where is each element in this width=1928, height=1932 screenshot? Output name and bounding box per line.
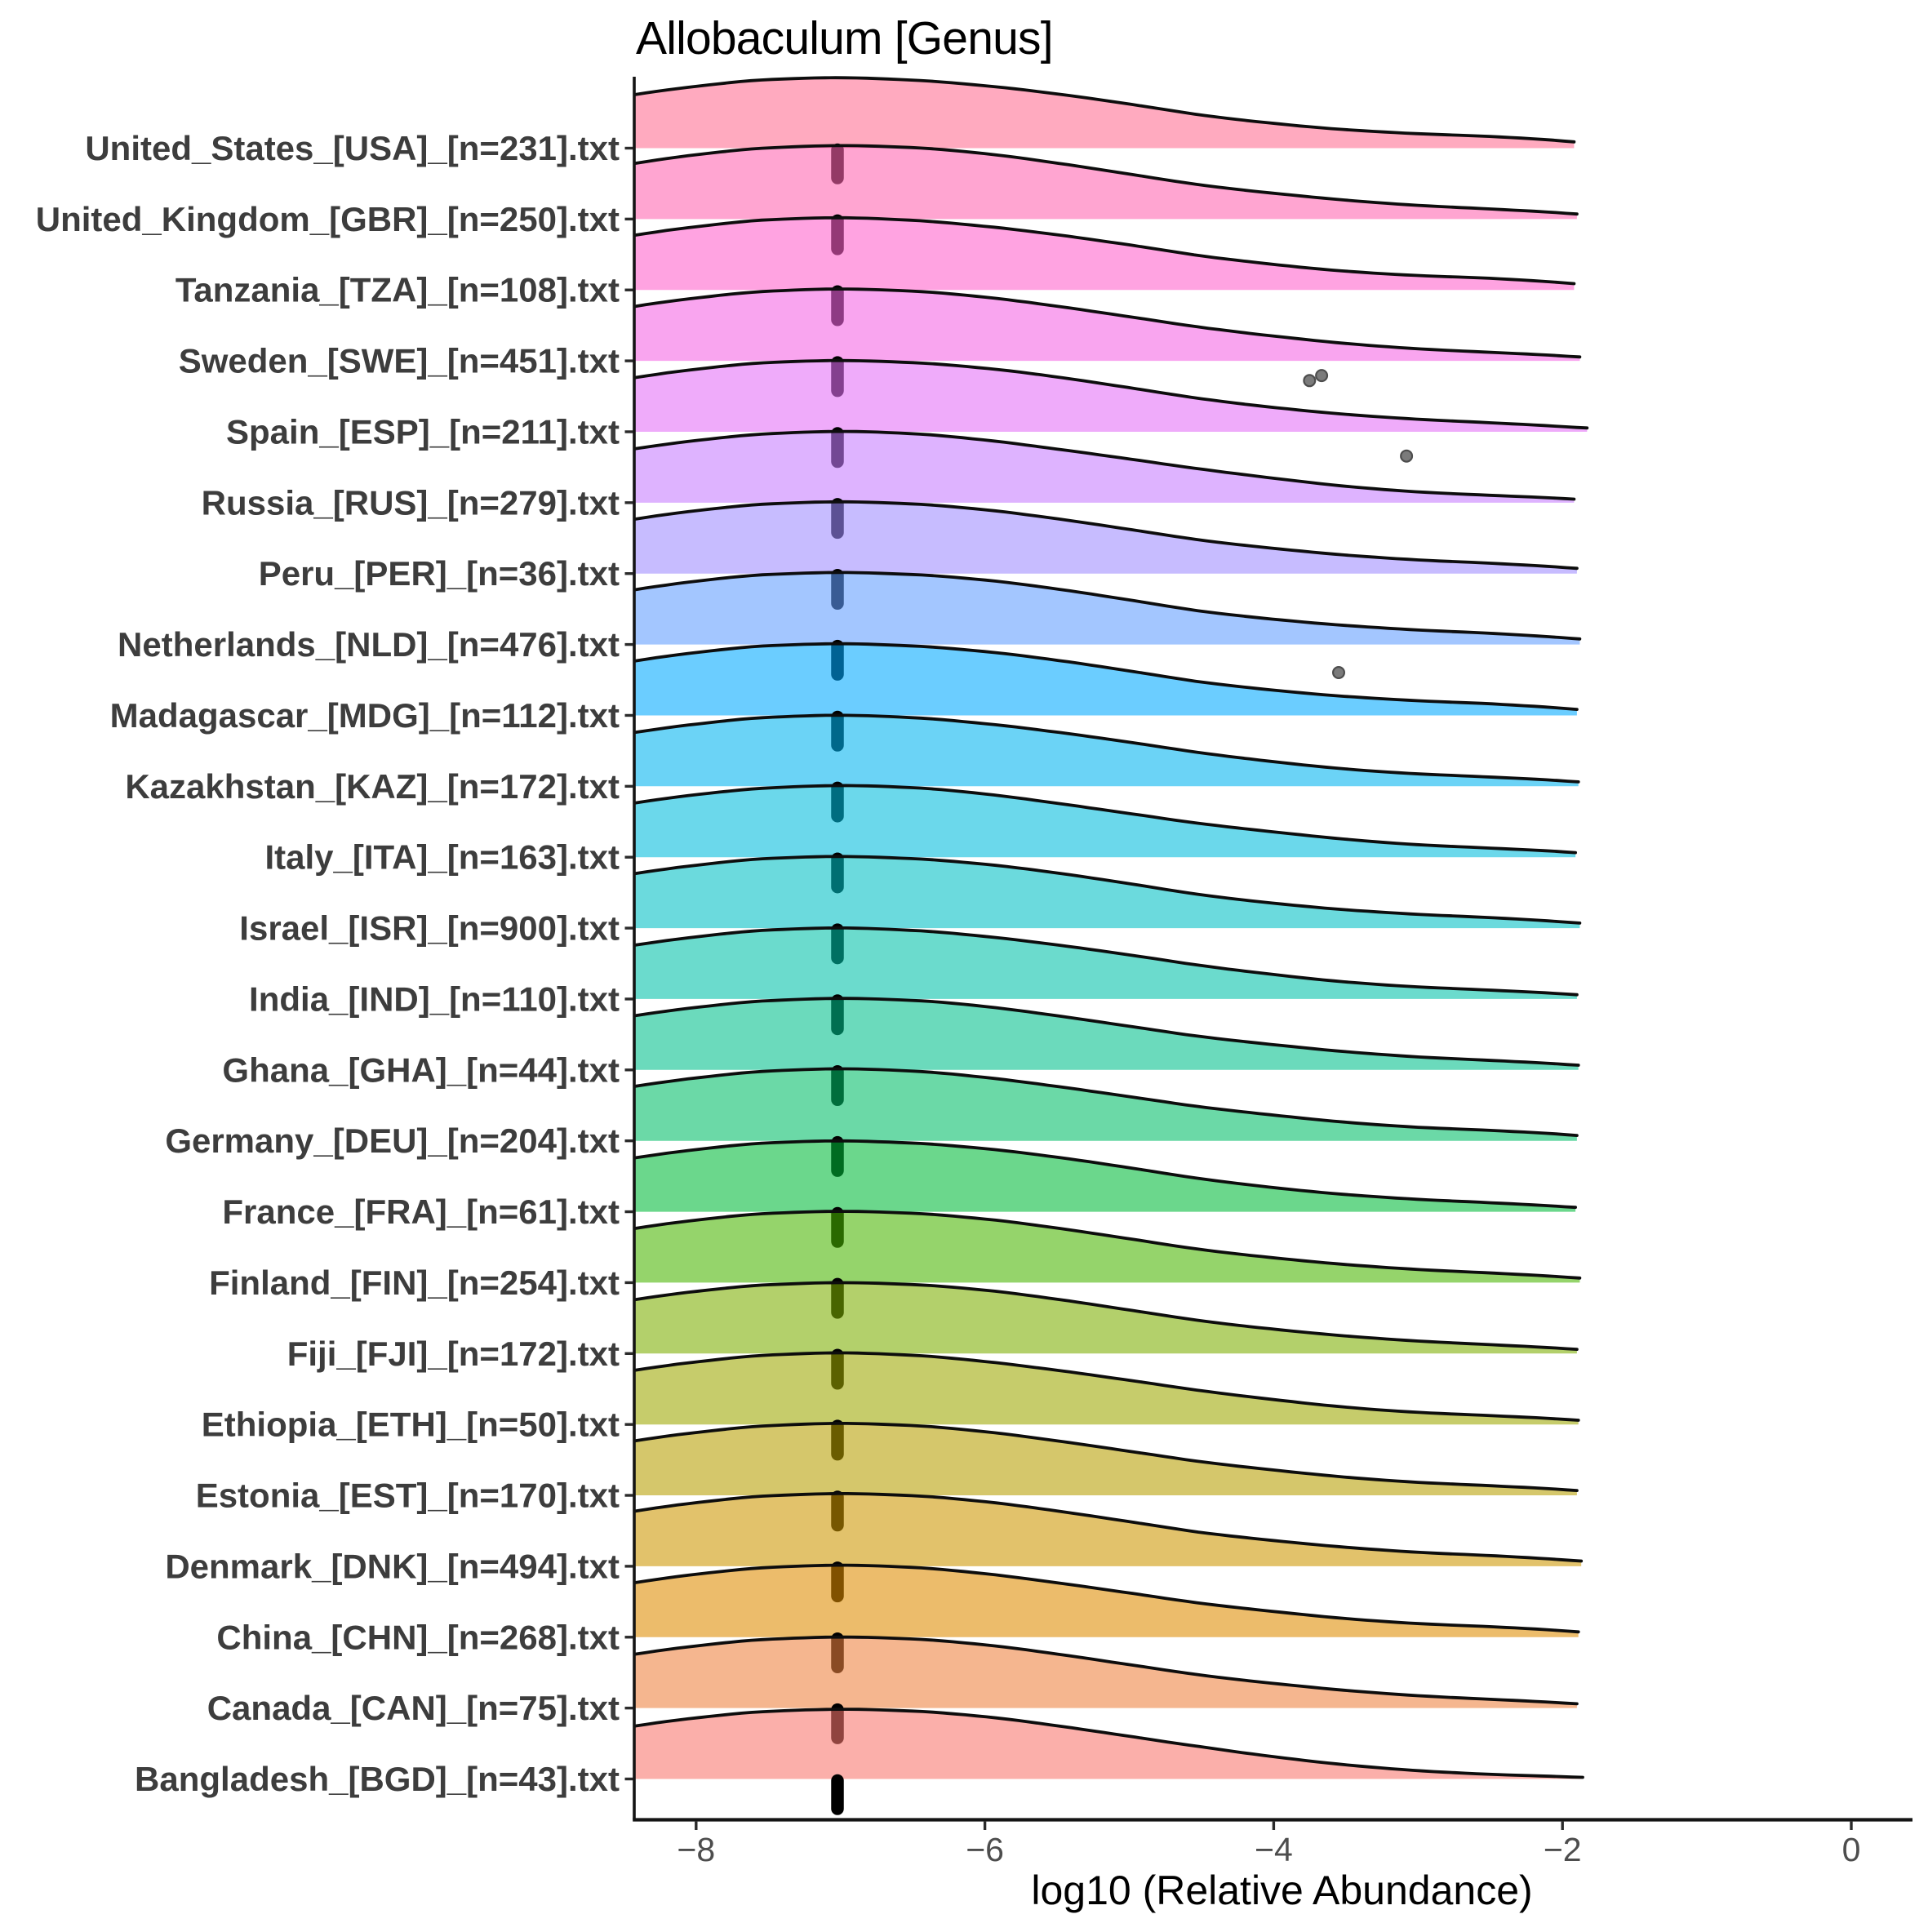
svg-text:Bangladesh_[BGD]_[n=43].txt: Bangladesh_[BGD]_[n=43].txt [135, 1760, 620, 1798]
svg-text:0: 0 [1842, 1831, 1861, 1868]
svg-text:−6: −6 [966, 1831, 1004, 1868]
svg-text:Denmark_[DNK]_[n=494].txt: Denmark_[DNK]_[n=494].txt [165, 1547, 620, 1585]
svg-text:Netherlands_[NLD]_[n=476].txt: Netherlands_[NLD]_[n=476].txt [118, 625, 620, 664]
svg-text:Israel_[ISR]_[n=900].txt: Israel_[ISR]_[n=900].txt [239, 909, 620, 948]
svg-text:Allobaculum [Genus]: Allobaculum [Genus] [636, 12, 1053, 64]
svg-text:India_[IND]_[n=110].txt: India_[IND]_[n=110].txt [249, 979, 620, 1018]
svg-text:Finland_[FIN]_[n=254].txt: Finland_[FIN]_[n=254].txt [209, 1264, 620, 1302]
svg-text:−8: −8 [677, 1831, 715, 1868]
svg-text:log10 (Relative Abundance): log10 (Relative Abundance) [1031, 1868, 1532, 1913]
svg-text:United_Kingdom_[GBR]_[n=250].t: United_Kingdom_[GBR]_[n=250].txt [36, 200, 620, 238]
svg-text:Ghana_[GHA]_[n=44].txt: Ghana_[GHA]_[n=44].txt [222, 1050, 620, 1089]
svg-text:−4: −4 [1255, 1831, 1293, 1868]
svg-text:Tanzania_[TZA]_[n=108].txt: Tanzania_[TZA]_[n=108].txt [175, 271, 620, 309]
svg-text:China_[CHN]_[n=268].txt: China_[CHN]_[n=268].txt [216, 1618, 620, 1656]
svg-text:Peru_[PER]_[n=36].txt: Peru_[PER]_[n=36].txt [259, 554, 620, 593]
svg-text:Spain_[ESP]_[n=211].txt: Spain_[ESP]_[n=211].txt [226, 412, 620, 451]
svg-text:−2: −2 [1544, 1831, 1582, 1868]
svg-text:Kazakhstan_[KAZ]_[n=172].txt: Kazakhstan_[KAZ]_[n=172].txt [125, 767, 620, 806]
svg-text:Canada_[CAN]_[n=75].txt: Canada_[CAN]_[n=75].txt [207, 1689, 620, 1727]
svg-text:France_[FRA]_[n=61].txt: France_[FRA]_[n=61].txt [222, 1193, 620, 1231]
svg-text:Russia_[RUS]_[n=279].txt: Russia_[RUS]_[n=279].txt [202, 483, 620, 522]
svg-text:Germany_[DEU]_[n=204].txt: Germany_[DEU]_[n=204].txt [165, 1121, 620, 1160]
svg-text:Ethiopia_[ETH]_[n=50].txt: Ethiopia_[ETH]_[n=50].txt [202, 1406, 620, 1444]
svg-text:Fiji_[FJI]_[n=172].txt: Fiji_[FJI]_[n=172].txt [287, 1335, 620, 1373]
svg-text:Sweden_[SWE]_[n=451].txt: Sweden_[SWE]_[n=451].txt [179, 342, 620, 380]
svg-text:Italy_[ITA]_[n=163].txt: Italy_[ITA]_[n=163].txt [265, 838, 620, 877]
svg-text:United_States_[USA]_[n=231].tx: United_States_[USA]_[n=231].txt [85, 129, 620, 167]
svg-text:Madagascar_[MDG]_[n=112].txt: Madagascar_[MDG]_[n=112].txt [110, 696, 620, 735]
svg-text:Estonia_[EST]_[n=170].txt: Estonia_[EST]_[n=170].txt [196, 1477, 620, 1515]
